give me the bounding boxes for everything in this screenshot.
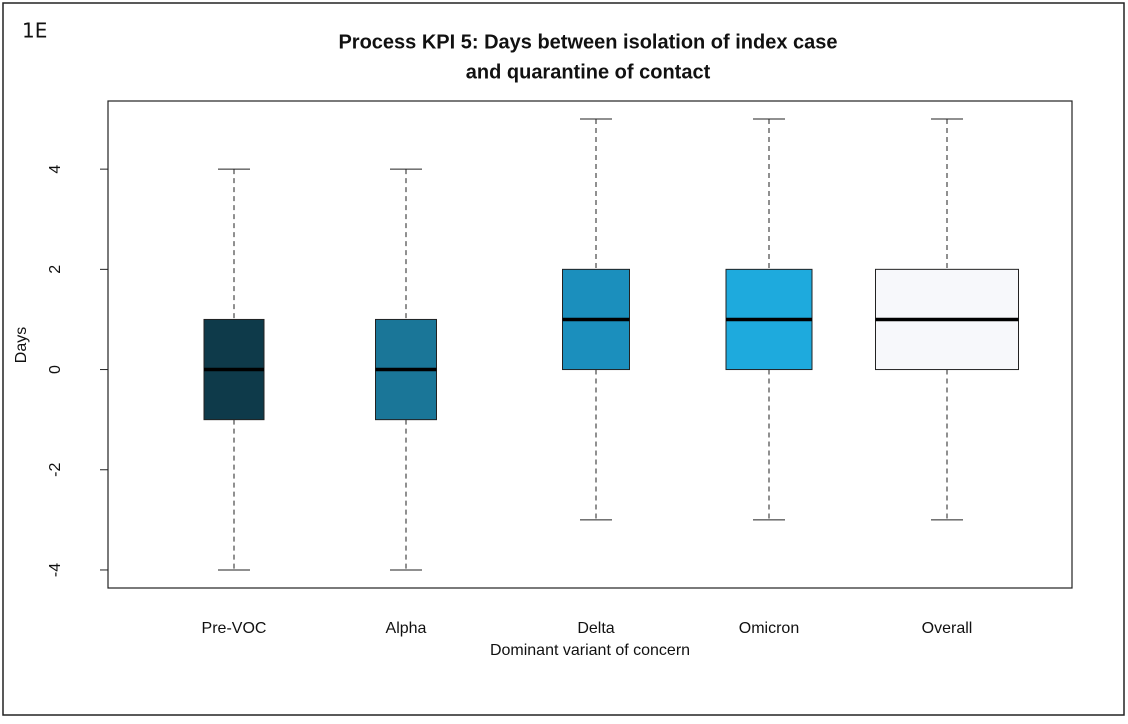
y-tick-label: 2 bbox=[47, 265, 64, 274]
x-tick-label: Overall bbox=[922, 620, 973, 637]
y-tick-label: -2 bbox=[47, 463, 64, 477]
chart-title: Process KPI 5: Days between isolation of… bbox=[338, 31, 837, 53]
x-tick-label: Delta bbox=[577, 620, 614, 637]
plot-area bbox=[107, 100, 1073, 589]
x-axis-label: Dominant variant of concern bbox=[490, 642, 690, 659]
x-tick-label: Omicron bbox=[739, 620, 799, 637]
x-tick-label: Pre-VOC bbox=[202, 620, 267, 637]
chart-title: and quarantine of contact bbox=[466, 61, 711, 83]
panel-label: 1E bbox=[22, 19, 47, 43]
y-axis-label: Days bbox=[13, 327, 30, 363]
y-tick-label: 4 bbox=[47, 165, 64, 174]
y-tick-label: 0 bbox=[47, 365, 64, 374]
y-tick-label: -4 bbox=[47, 563, 64, 577]
x-tick-label: Alpha bbox=[386, 620, 427, 637]
